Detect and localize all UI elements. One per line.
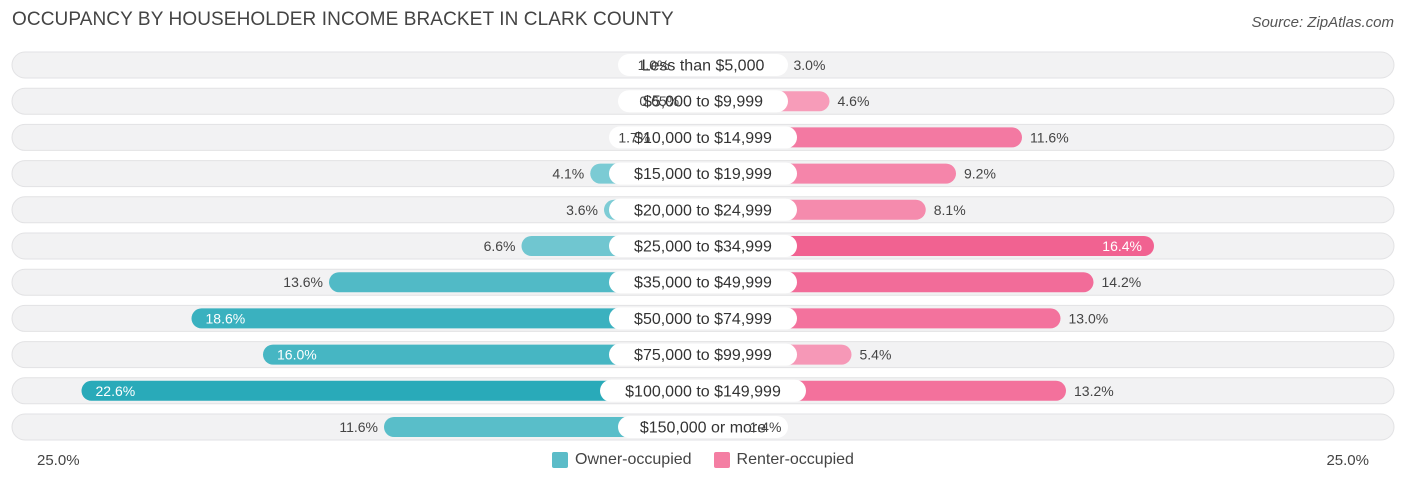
legend-swatch-owner <box>552 452 569 468</box>
category-label: $150,000 or more <box>640 420 766 437</box>
renter-value-label: 14.2% <box>1102 274 1142 290</box>
category-pill <box>618 416 788 438</box>
category-label: $5,000 to $9,999 <box>643 94 763 111</box>
owner-bar <box>191 308 703 329</box>
renter-bar <box>703 236 1154 256</box>
legend-label-owner: Owner-occupied <box>575 451 692 468</box>
axis-left-label: 25.0% <box>37 452 80 469</box>
renter-value-label: 11.6% <box>1030 129 1069 145</box>
renter-value-label: 13.0% <box>1069 310 1109 326</box>
category-label: $35,000 to $49,999 <box>634 275 772 292</box>
owner-value-label: 13.6% <box>283 274 323 290</box>
category-pill <box>609 307 797 330</box>
owner-value-label: 16.0% <box>277 347 317 363</box>
renter-value-label: 13.2% <box>1074 383 1114 399</box>
category-pill <box>600 379 806 402</box>
legend-swatch-renter <box>713 452 730 468</box>
category-label: $15,000 to $19,999 <box>634 166 772 183</box>
legend-item-renter: Renter-occupied <box>713 451 854 469</box>
renter-value-label: 8.1% <box>934 202 966 218</box>
category-label: $75,000 to $99,999 <box>634 347 772 364</box>
renter-value-label: 3.0% <box>794 57 826 73</box>
category-label: Less than $5,000 <box>642 58 765 75</box>
legend-item-owner: Owner-occupied <box>552 451 692 469</box>
category-pill <box>609 343 797 366</box>
owner-value-label: 18.6% <box>206 310 246 326</box>
category-label: $10,000 to $14,999 <box>634 130 772 147</box>
renter-value-label: 4.6% <box>838 93 870 109</box>
category-pill <box>609 126 797 149</box>
chart-title: OCCUPANCY BY HOUSEHOLDER INCOME BRACKET … <box>12 9 674 30</box>
owner-value-label: 4.1% <box>552 166 584 182</box>
category-pill <box>618 54 788 76</box>
category-pill <box>609 271 797 294</box>
owner-value-label: 6.6% <box>484 238 516 254</box>
owner-value-label: 1.7% <box>618 129 650 145</box>
owner-bar <box>81 380 703 401</box>
owner-value-label: 22.6% <box>96 383 136 399</box>
owner-bar <box>263 344 703 365</box>
category-label: $50,000 to $74,999 <box>634 311 772 328</box>
legend: Owner-occupied Renter-occupied <box>0 451 1406 469</box>
category-pill <box>609 162 797 185</box>
renter-value-label: 5.4% <box>860 347 892 363</box>
category-label: $100,000 to $149,999 <box>625 383 781 400</box>
owner-value-label: 0.65% <box>639 93 679 109</box>
owner-value-label: 3.6% <box>566 202 598 218</box>
legend-label-renter: Renter-occupied <box>736 451 854 468</box>
owner-value-label: 11.6% <box>339 419 378 435</box>
category-label: $20,000 to $24,999 <box>634 202 772 219</box>
owner-bar <box>329 272 703 293</box>
renter-value-label: 16.4% <box>1102 238 1142 254</box>
owner-value-label: 1.0% <box>638 57 670 73</box>
category-pill <box>618 90 788 113</box>
category-pill <box>609 235 797 257</box>
axis-right-label: 25.0% <box>1326 452 1369 469</box>
source-label: Source: ZipAtlas.com <box>1251 14 1394 31</box>
category-pill <box>609 198 797 221</box>
renter-bar <box>703 272 1094 293</box>
category-label: $25,000 to $34,999 <box>634 239 772 256</box>
renter-value-label: 1.4% <box>750 419 782 435</box>
renter-value-label: 9.2% <box>964 166 996 182</box>
